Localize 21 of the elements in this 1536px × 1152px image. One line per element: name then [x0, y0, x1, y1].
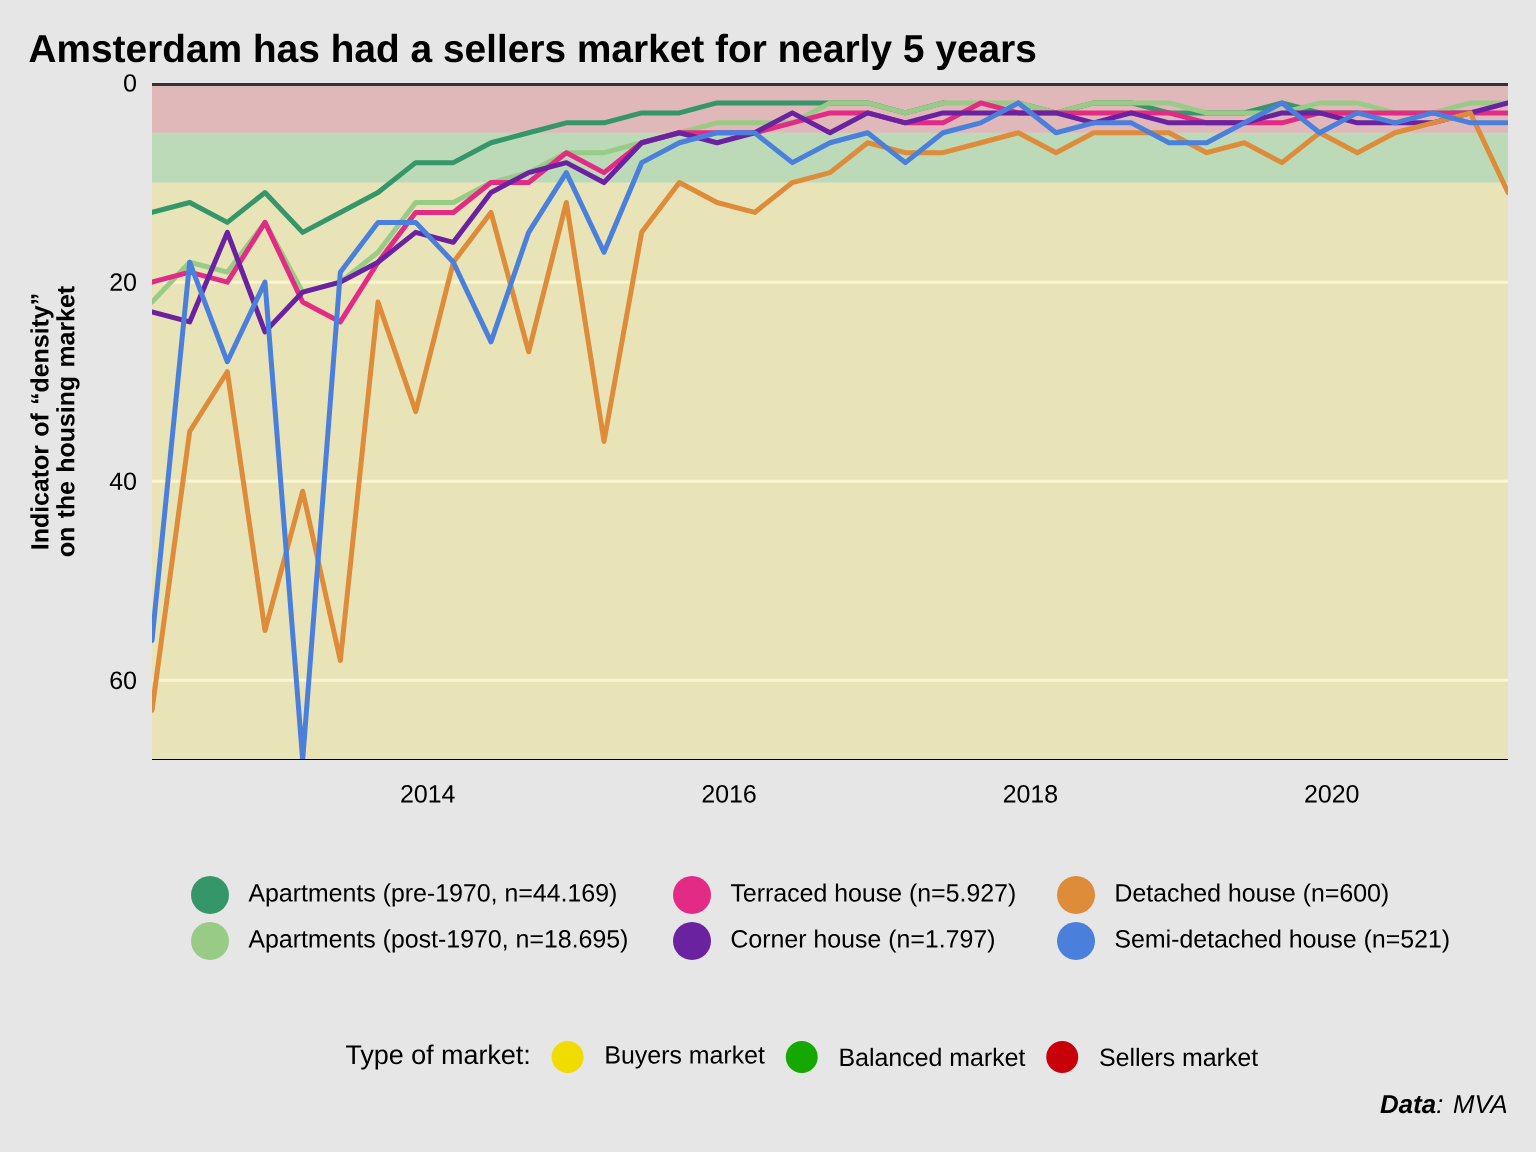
legend-label: Corner house (n=1.797) [731, 929, 994, 953]
y-tick-label: 40 [109, 472, 136, 491]
x-tick-label: 2020 [1305, 785, 1359, 803]
legend-label: Detached house (n=600) [1116, 883, 1388, 907]
x-tick-label: 2014 [401, 785, 455, 803]
x-tick-label: 2018 [1003, 785, 1058, 803]
y-tick-label: 60 [110, 671, 136, 690]
text: Data: MVA [1380, 1095, 1507, 1114]
y-axis-title: Indicator of “density” on the housing market [30, 286, 80, 557]
legend-label: Apartments (post-1970, n=18.695) [248, 929, 627, 953]
y-tick-label: 20 [110, 273, 136, 291]
y-tick-label: 0 [124, 74, 136, 92]
legend-label: Apartments (pre-1970, n=44.169) [248, 883, 616, 907]
legend-label: Buyers market [606, 1045, 765, 1069]
chart-title: Amsterdam has had a sellers market for nearly 5 years [29, 33, 1036, 71]
legend-label: Sellers market [1100, 1047, 1258, 1067]
x-tick-label: 2016 [702, 785, 756, 803]
legend-title: Type of market: [346, 1044, 529, 1070]
legend-label: Balanced market [840, 1047, 1026, 1067]
legend-label: Terraced house (n=5.927) [730, 883, 1015, 907]
legend-label: Semi-detached house (n=521) [1115, 929, 1449, 953]
